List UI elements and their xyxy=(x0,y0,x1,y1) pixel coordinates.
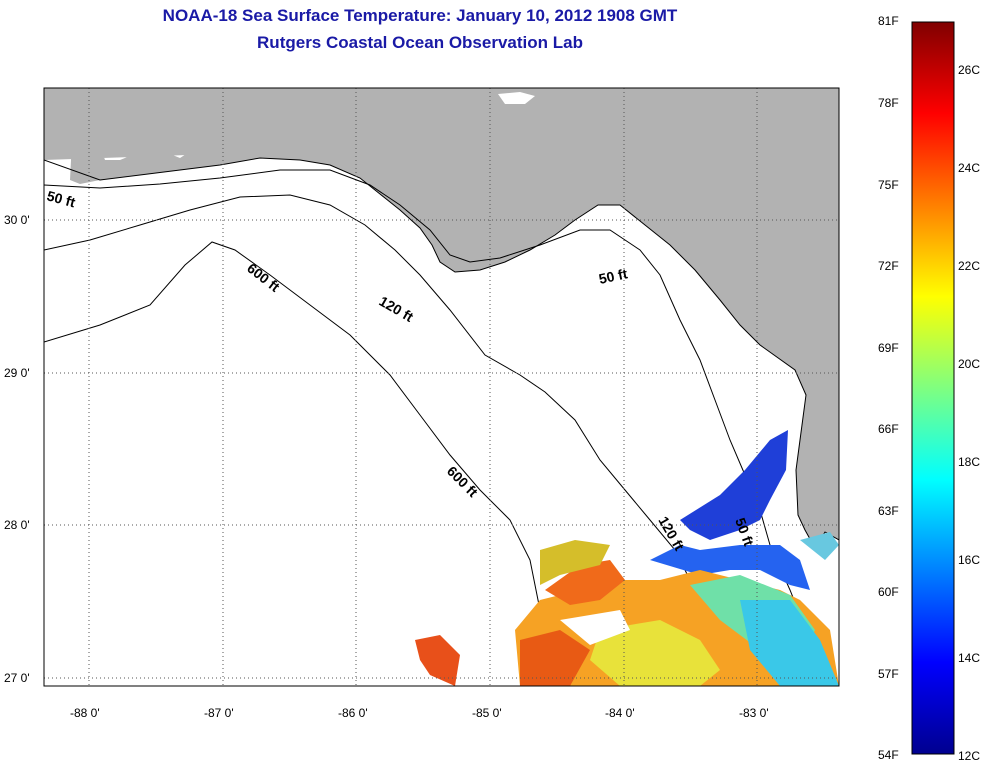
cb-f-label: 69F xyxy=(878,341,899,355)
cb-c-label: 14C xyxy=(958,651,981,665)
contour-label: 50 ft xyxy=(45,187,77,210)
cb-f-label: 75F xyxy=(878,178,899,192)
cb-c-label: 24C xyxy=(958,161,981,175)
cb-c-label: 20C xyxy=(958,357,981,371)
x-tick: -87 0' xyxy=(204,706,234,720)
y-tick: 30 0' xyxy=(4,213,30,227)
cb-f-label: 54F xyxy=(878,748,899,762)
x-tick: -83 0' xyxy=(739,706,769,720)
cb-f-label: 57F xyxy=(878,667,899,681)
cb-c-label: 16C xyxy=(958,553,981,567)
land-mass xyxy=(44,88,839,548)
cb-c-label: 26C xyxy=(958,63,981,77)
y-tick: 28 0' xyxy=(4,518,30,532)
x-tick: -85 0' xyxy=(472,706,502,720)
colorbar xyxy=(911,21,955,755)
cb-f-label: 66F xyxy=(878,422,899,436)
cb-f-label: 63F xyxy=(878,504,899,518)
cb-c-label: 22C xyxy=(958,259,981,273)
cb-f-label: 72F xyxy=(878,259,899,273)
contour-600ft xyxy=(44,241,546,686)
map-subtitle: Rutgers Coastal Ocean Observation Lab xyxy=(257,33,583,52)
cb-c-label: 12C xyxy=(958,749,981,763)
x-tick: -86 0' xyxy=(338,706,368,720)
cb-c-label: 18C xyxy=(958,455,981,469)
contour-label: 50 ft xyxy=(597,265,629,287)
cb-f-label: 78F xyxy=(878,96,899,110)
cb-f-label: 60F xyxy=(878,585,899,599)
x-tick: -88 0' xyxy=(70,706,100,720)
y-tick: 29 0' xyxy=(4,366,30,380)
cb-f-label: 81F xyxy=(878,14,899,28)
x-tick: -84 0' xyxy=(605,706,635,720)
map-title: NOAA-18 Sea Surface Temperature: January… xyxy=(162,6,678,25)
y-tick: 27 0' xyxy=(4,671,30,685)
cold-plume xyxy=(680,430,788,540)
